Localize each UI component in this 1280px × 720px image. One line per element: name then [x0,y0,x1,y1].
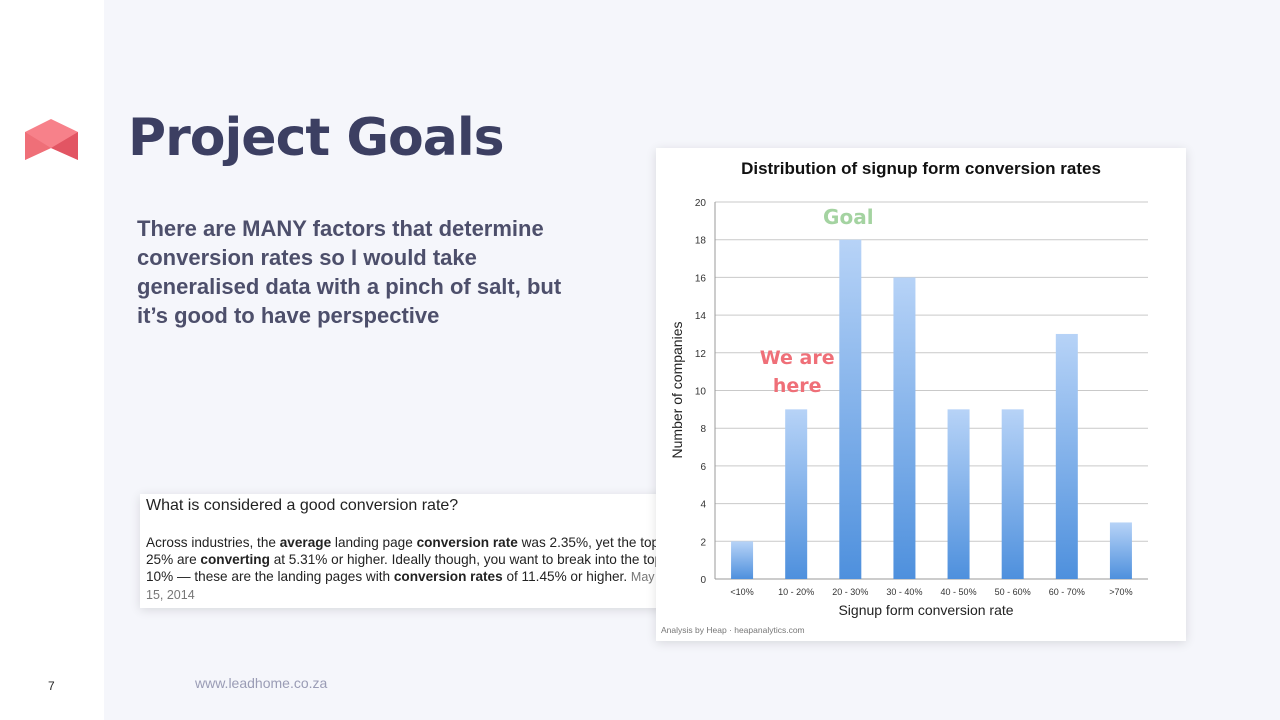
y-tick-label: 8 [700,424,706,435]
bar [947,409,970,579]
x-tick-label: 20 - 30% [832,587,868,597]
bar [893,277,916,579]
y-tick-label: 14 [695,311,707,322]
snippet-bold-text: converting [200,552,270,567]
chart-card: Distribution of signup form conversion r… [656,148,1186,641]
snippet-text: landing page [331,535,417,550]
page-title: Project Goals [128,108,505,168]
x-tick-label: 30 - 40% [886,587,922,597]
bar-chart: Distribution of signup form conversion r… [661,159,1148,635]
snippet-question: What is considered a good conversion rat… [146,497,459,514]
y-tick-label: 18 [695,236,707,247]
sidebar: 7 [0,0,104,720]
body-line: conversion rates so I would take [137,245,477,270]
y-tick-label: 0 [700,575,706,586]
body-text: There are MANY factors that determine co… [137,214,597,330]
bar [839,239,862,579]
x-axis-label: Signup form conversion rate [838,602,1013,618]
y-tick-label: 12 [695,349,707,360]
bar [1055,333,1078,579]
snippet-text: at 5.31% or higher. Ideally though, you … [146,552,663,584]
leadhome-house-logo-icon [25,119,78,160]
y-tick-label: 4 [700,500,706,511]
y-tick-label: 16 [695,273,707,284]
snippet-date: May 15, 2014 [146,570,655,602]
snippet-text: Across industries, the [146,535,280,550]
bar [731,541,754,579]
snippet-bold-text: conversion rate [416,535,518,550]
y-tick-label: 2 [700,537,706,548]
bar [1109,522,1132,579]
chart-title: Distribution of signup form conversion r… [741,159,1101,178]
x-tick-label: >70% [1109,587,1132,597]
bar [1001,409,1024,579]
y-tick-label: 6 [700,462,706,473]
snippet-text: of 11.45% or higher. [502,569,628,584]
y-axis-label: Number of companies [669,322,685,459]
snippet-bold-text: average [279,535,332,550]
x-tick-label: 60 - 70% [1049,587,1085,597]
chart-source-note: Analysis by Heap · heapanalytics.com [661,625,805,635]
x-tick-label: 50 - 60% [995,587,1031,597]
we-are-here-annotation: We are [760,347,835,369]
y-tick-label: 10 [695,387,707,398]
body-line: There are MANY factors that determine [137,216,544,241]
body-line: generalised data with a pinch of salt, b… [137,274,562,299]
page-number: 7 [48,679,55,693]
footer-url[interactable]: www.leadhome.co.za [195,675,328,691]
goal-annotation: Goal [823,205,874,229]
x-tick-label: 10 - 20% [778,587,814,597]
search-answer-snippet: What is considered a good conversion rat… [140,494,682,608]
snippet-bold-text: conversion rates [393,569,503,584]
snippet-answer: Across industries, the average landing p… [146,534,670,604]
y-tick-label: 20 [695,198,707,209]
x-tick-label: <10% [730,587,753,597]
bar [785,409,808,579]
snippet-text: was 2.35%, yet the top 25% are [146,535,660,567]
x-tick-label: 40 - 50% [941,587,977,597]
body-line: it’s good to have perspective [137,303,440,328]
we-are-here-annotation: here [773,375,822,397]
